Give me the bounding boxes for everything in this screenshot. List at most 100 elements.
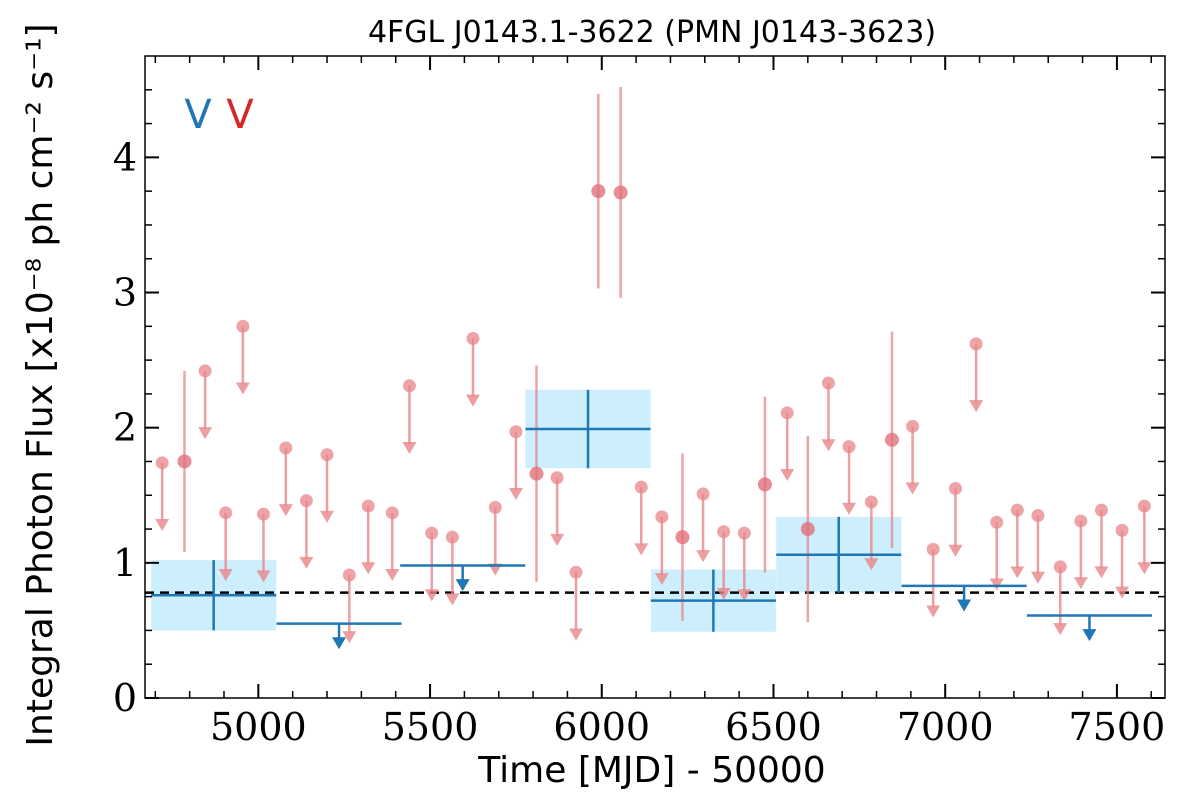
y-tick-label: 1 (113, 541, 137, 585)
short-bin-ul-point (198, 364, 212, 378)
long-bin-series (151, 389, 1152, 650)
short-bin-ul-arrow (948, 544, 963, 557)
short-bin-ul-point (342, 568, 356, 582)
short-bin-ul-point (717, 525, 731, 539)
short-bin-ul-point (864, 495, 878, 509)
short-bin-ul-arrow (969, 400, 984, 413)
short-bin-ul-arrow (385, 569, 400, 582)
short-bin-ul-point (780, 406, 794, 420)
short-bin-point (177, 454, 192, 469)
short-bin-ul-point (949, 482, 963, 496)
short-bin-ul-point (1115, 523, 1129, 537)
short-bin-ul-arrow (218, 569, 233, 582)
short-bin-ul-arrow (465, 394, 480, 407)
y-tick-label: 2 (113, 406, 137, 450)
short-bin-ul-point (488, 500, 502, 514)
short-bin-ul-arrow (198, 427, 213, 440)
short-bin-ul-point (1010, 503, 1024, 517)
short-bin-ul-arrow (1094, 566, 1109, 579)
short-bin-ul-point (466, 331, 480, 345)
short-bin-ul-arrow (696, 550, 711, 563)
short-bin-ul-arrow (864, 558, 879, 571)
short-bin-ul-point (990, 515, 1004, 529)
short-bin-ul-point (634, 480, 648, 494)
short-bin-ul-arrow (320, 510, 335, 523)
y-axis-label: Integral Photon Flux [x10⁻⁸ ph cm⁻² s⁻¹] (20, 23, 61, 746)
x-tick-label: 6000 (553, 705, 650, 749)
short-bin-ul-arrow (569, 628, 584, 641)
plot-frame (144, 55, 1166, 699)
short-bin-ul-point (299, 494, 313, 508)
short-bin-point (800, 522, 815, 537)
short-bin-ul-arrow (550, 533, 565, 546)
short-bin-ul-arrow (905, 482, 920, 495)
short-bin-ul-arrow (737, 589, 752, 602)
short-bin-ul-arrow (299, 556, 314, 569)
short-bin-series (155, 87, 1152, 644)
short-bin-ul-point (236, 319, 250, 333)
short-bin-point (884, 432, 899, 447)
y-tick-label: 0 (113, 676, 137, 720)
short-bin-ul-arrow (235, 382, 250, 395)
short-bin-ul-point (906, 419, 920, 433)
short-bin-ul-arrow (1073, 577, 1088, 590)
short-bin-ul-point (1094, 503, 1108, 517)
short-bin-ul-arrow (780, 469, 795, 482)
short-bin-ul-point (361, 499, 375, 513)
short-bin-ul-point (279, 441, 293, 455)
x-tick-label: 7500 (1069, 705, 1166, 749)
short-bin-ul-point (256, 507, 270, 521)
short-bin-ul-point (1137, 499, 1151, 513)
x-tick-label: 5500 (382, 705, 479, 749)
short-bin-ul-arrow (342, 631, 357, 644)
x-tick-label: 7000 (897, 705, 994, 749)
short-bin-point (529, 466, 544, 481)
short-bin-ul-arrow (1053, 623, 1068, 636)
short-bin-ul-point (509, 425, 523, 439)
short-bin-ul-point (425, 526, 439, 540)
short-bin-ul-arrow (155, 519, 170, 532)
long-bin-ul-arrow (332, 637, 347, 650)
short-bin-ul-point (219, 506, 233, 520)
short-bin-ul-arrow (654, 573, 669, 586)
chart-title: 4FGL J0143.1-3622 (PMN J0143-3623) (368, 15, 936, 50)
long-bin-ul-arrow (957, 599, 972, 612)
short-bin-ul-arrow (424, 589, 439, 602)
short-bin-ul-arrow (926, 605, 941, 618)
short-bin-ul-arrow (1137, 562, 1152, 575)
legend-entry: V (226, 92, 254, 138)
short-bin-ul-arrow (402, 441, 417, 454)
short-bin-ul-point (926, 542, 940, 556)
short-bin-ul-arrow (821, 439, 836, 452)
short-bin-point (613, 185, 628, 200)
short-bin-ul-point (385, 506, 399, 520)
short-bin-ul-point (1074, 514, 1088, 528)
short-bin-ul-point (1031, 509, 1045, 523)
short-bin-ul-point (445, 530, 459, 544)
short-bin-ul-point (155, 456, 169, 470)
short-bin-ul-arrow (445, 593, 460, 606)
long-bin-ul-arrow (1082, 629, 1097, 642)
y-tick-label: 3 (113, 271, 137, 315)
short-bin-ul-arrow (278, 504, 293, 517)
short-bin-ul-arrow (1030, 571, 1045, 584)
short-bin-ul-point (569, 565, 583, 579)
short-bin-point (591, 184, 606, 199)
short-bin-point (675, 530, 690, 545)
long-bin-ul-arrow (455, 579, 470, 592)
short-bin-ul-arrow (1115, 586, 1130, 599)
short-bin-ul-arrow (256, 570, 271, 583)
x-tick-label: 6500 (725, 705, 822, 749)
short-bin-ul-point (402, 379, 416, 393)
y-tick-label: 4 (113, 135, 137, 179)
short-bin-ul-arrow (842, 502, 857, 515)
short-bin-ul-point (550, 471, 564, 485)
short-bin-ul-point (696, 487, 710, 501)
short-bin-ul-arrow (1010, 566, 1025, 579)
short-bin-ul-point (655, 510, 669, 524)
short-bin-ul-arrow (989, 578, 1004, 591)
short-bin-ul-arrow (361, 562, 376, 575)
short-bin-ul-point (969, 337, 983, 351)
